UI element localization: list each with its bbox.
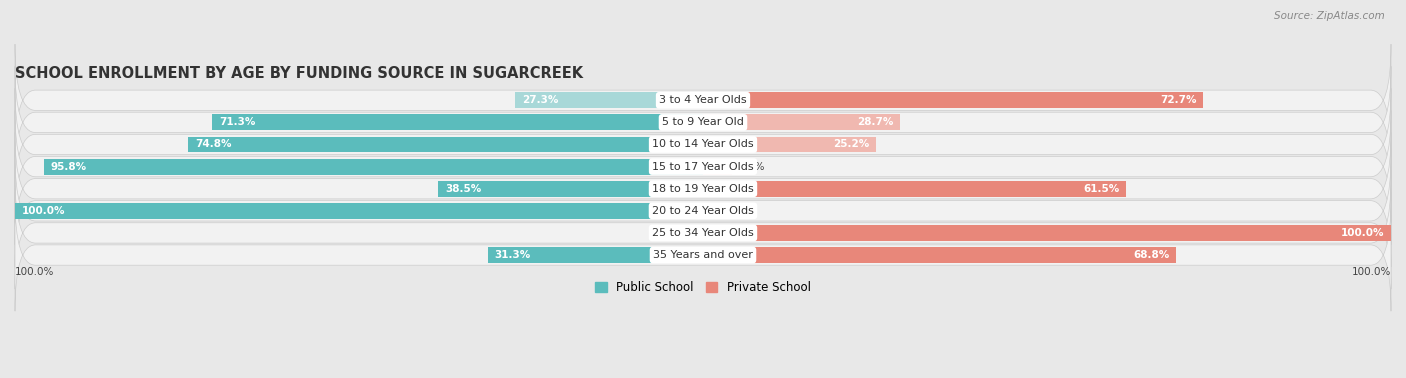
Bar xyxy=(703,247,1177,263)
Text: 71.3%: 71.3% xyxy=(219,118,256,127)
Text: 25.2%: 25.2% xyxy=(834,139,869,149)
Text: 3 to 4 Year Olds: 3 to 4 Year Olds xyxy=(659,95,747,105)
Bar xyxy=(15,203,703,219)
Text: 5 to 9 Year Old: 5 to 9 Year Old xyxy=(662,118,744,127)
Text: 0.0%: 0.0% xyxy=(713,206,740,216)
Text: 74.8%: 74.8% xyxy=(195,139,232,149)
Legend: Public School, Private School: Public School, Private School xyxy=(591,277,815,299)
Text: 100.0%: 100.0% xyxy=(1340,228,1384,238)
Text: 100.0%: 100.0% xyxy=(15,266,55,277)
FancyBboxPatch shape xyxy=(15,199,1391,311)
Text: 0.0%: 0.0% xyxy=(666,228,693,238)
Text: 4.2%: 4.2% xyxy=(738,162,765,172)
Text: 95.8%: 95.8% xyxy=(51,162,87,172)
FancyBboxPatch shape xyxy=(15,44,1391,156)
Text: 38.5%: 38.5% xyxy=(446,184,481,194)
Text: SCHOOL ENROLLMENT BY AGE BY FUNDING SOURCE IN SUGARCREEK: SCHOOL ENROLLMENT BY AGE BY FUNDING SOUR… xyxy=(15,66,583,81)
Bar xyxy=(703,115,900,130)
FancyBboxPatch shape xyxy=(15,88,1391,201)
FancyBboxPatch shape xyxy=(15,110,1391,223)
Bar xyxy=(703,225,1391,241)
Text: 25 to 34 Year Olds: 25 to 34 Year Olds xyxy=(652,228,754,238)
Text: 10 to 14 Year Olds: 10 to 14 Year Olds xyxy=(652,139,754,149)
Bar xyxy=(439,181,703,197)
Bar xyxy=(188,136,703,152)
Bar xyxy=(488,247,703,263)
FancyBboxPatch shape xyxy=(15,177,1391,289)
Text: 35 Years and over: 35 Years and over xyxy=(652,250,754,260)
Bar xyxy=(515,92,703,108)
Text: 68.8%: 68.8% xyxy=(1133,250,1170,260)
Bar xyxy=(703,92,1204,108)
Text: 15 to 17 Year Olds: 15 to 17 Year Olds xyxy=(652,162,754,172)
Text: 72.7%: 72.7% xyxy=(1160,95,1197,105)
Text: 20 to 24 Year Olds: 20 to 24 Year Olds xyxy=(652,206,754,216)
Text: 100.0%: 100.0% xyxy=(22,206,66,216)
Text: 31.3%: 31.3% xyxy=(495,250,531,260)
Text: 27.3%: 27.3% xyxy=(522,95,558,105)
Text: Source: ZipAtlas.com: Source: ZipAtlas.com xyxy=(1274,11,1385,21)
Text: 61.5%: 61.5% xyxy=(1083,184,1119,194)
Bar xyxy=(703,181,1126,197)
Bar xyxy=(44,159,703,175)
Bar xyxy=(703,136,876,152)
FancyBboxPatch shape xyxy=(15,155,1391,267)
Text: 18 to 19 Year Olds: 18 to 19 Year Olds xyxy=(652,184,754,194)
Bar xyxy=(212,115,703,130)
FancyBboxPatch shape xyxy=(15,133,1391,245)
Text: 100.0%: 100.0% xyxy=(1351,266,1391,277)
FancyBboxPatch shape xyxy=(15,66,1391,178)
Bar xyxy=(703,159,733,175)
Text: 28.7%: 28.7% xyxy=(858,118,894,127)
